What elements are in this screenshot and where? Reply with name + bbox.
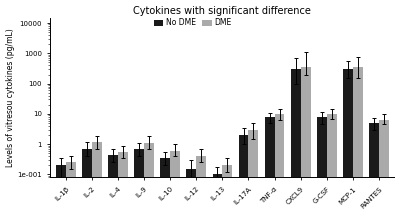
Bar: [353, 67, 363, 215]
Bar: [274, 114, 284, 215]
Bar: [92, 142, 102, 215]
Y-axis label: Levels of vitresou cytokines (pg/mL): Levels of vitresou cytokines (pg/mL): [6, 28, 14, 167]
Bar: [291, 69, 301, 215]
Bar: [248, 130, 258, 215]
Bar: [222, 165, 232, 215]
Bar: [170, 151, 180, 215]
Bar: [317, 117, 327, 215]
Bar: [82, 149, 92, 215]
Bar: [238, 135, 248, 215]
Bar: [108, 155, 118, 215]
Bar: [134, 149, 144, 215]
Bar: [212, 175, 222, 215]
Bar: [144, 143, 154, 215]
Bar: [369, 123, 379, 215]
Bar: [118, 152, 128, 215]
Bar: [265, 117, 274, 215]
Bar: [379, 120, 389, 215]
Bar: [56, 165, 66, 215]
Legend: No DME, DME: No DME, DME: [154, 18, 232, 27]
Bar: [343, 69, 353, 215]
Bar: [66, 163, 76, 215]
Bar: [301, 67, 310, 215]
Title: Cytokines with significant difference: Cytokines with significant difference: [134, 6, 311, 15]
Bar: [186, 169, 196, 215]
Bar: [196, 156, 206, 215]
Bar: [160, 158, 170, 215]
Bar: [327, 114, 336, 215]
